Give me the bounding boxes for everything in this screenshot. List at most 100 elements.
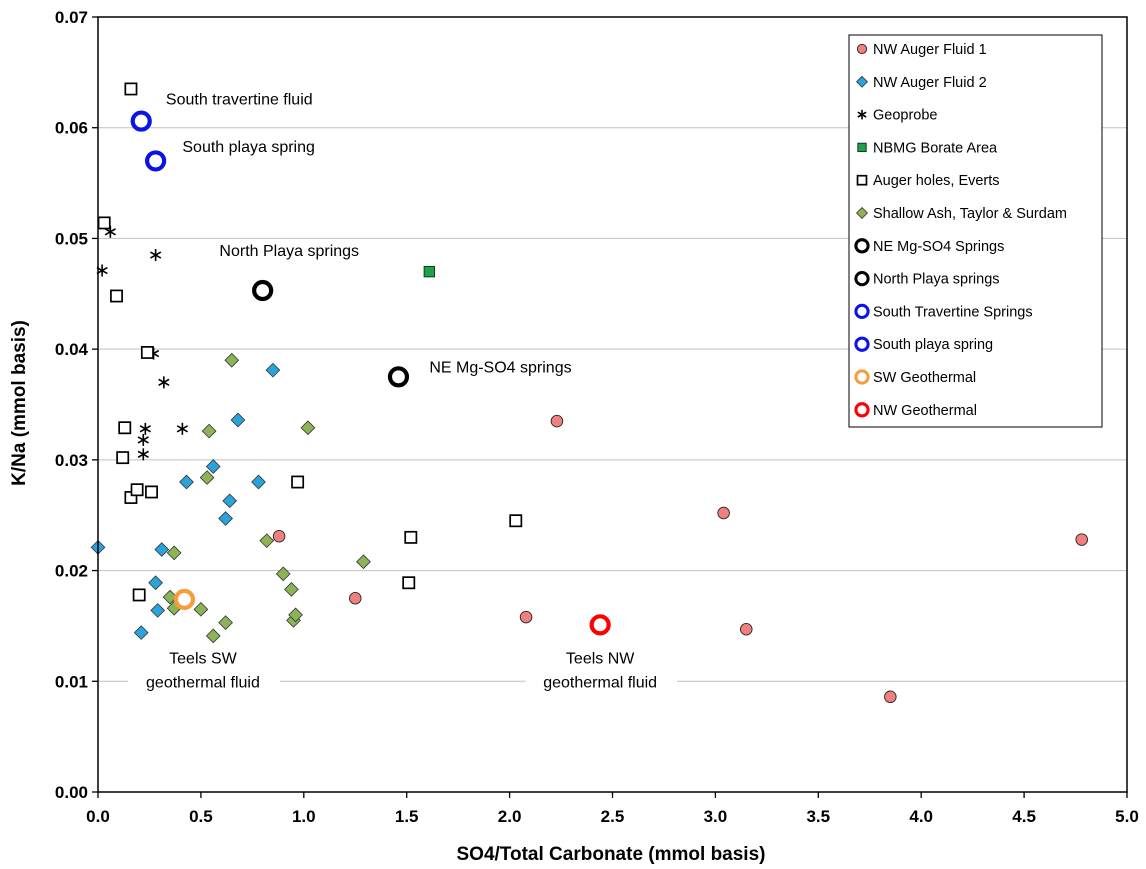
data-point [272,530,286,543]
annotation: South travertine fluid [157,88,362,111]
data-point [230,412,246,428]
legend: NW Auger Fluid 1 NW Auger Fluid 2 Geoprobe… [848,34,1103,428]
data-point [97,216,111,230]
series-shallow-ash-taylor-surdam [162,352,371,644]
data-point [150,249,162,262]
series-nw-auger-fluid-2 [90,362,281,640]
data-point [259,533,275,549]
data-point [154,542,170,557]
annotation-background [211,240,389,263]
legend-marker [857,109,867,120]
legend-marker [854,402,870,418]
data-point [132,588,146,602]
annotation: North Playa springs [211,240,389,263]
x-tick-label: 2.0 [498,807,522,826]
data-point [158,376,170,389]
asterisk-stroke [176,425,188,433]
legend-marker [854,336,870,352]
annotation-text: NE Mg-SO4 springs [429,359,571,376]
series-south-travertine-springs [130,110,152,132]
data-point [291,475,305,489]
annotation-background [162,647,246,670]
data-point [222,493,238,509]
data-point [349,592,362,605]
legend-marker [854,238,870,254]
legend-label: Geoprobe [873,108,938,124]
data-point [284,582,299,597]
data-point [176,422,188,435]
series-south-playa-spring [145,150,167,172]
x-tick-label: 2.5 [601,807,625,826]
legend-label: SW Geothermal [873,370,976,386]
data-point [148,575,163,591]
annotation-text: Teels NW [566,651,635,668]
data-point [179,474,194,490]
legend-label: Auger holes, Everts [873,173,1000,189]
annotations: South travertine fluid South playa spring… [128,88,677,694]
annotation-text: geothermal fluid [543,675,657,692]
legend-label: NBMG Borate Area [873,140,998,156]
data-point [199,470,215,485]
data-points [90,82,1088,704]
legend-marker [857,142,867,153]
data-point [116,451,130,465]
y-tick-label: 0.00 [55,783,88,802]
annotation-background [559,647,643,670]
x-tick-label: 5.0 [1115,807,1139,826]
y-tick-label: 0.06 [55,119,88,138]
series-ne-mg-so4-springs [387,366,410,388]
series-north-playa-springs [252,279,274,302]
asterisk-stroke [137,436,149,444]
legend-marker [856,43,868,55]
y-tick-label: 0.01 [55,672,88,691]
data-point [130,110,152,132]
legend-marker [854,303,870,320]
series-auger-holes-everts [97,82,523,602]
asterisk-stroke [137,450,149,459]
series-nbmg-borate-area [423,265,436,278]
data-point [110,289,123,303]
data-point [509,514,523,528]
data-point [251,474,266,490]
data-point [218,615,233,630]
y-tick-label: 0.07 [55,8,88,27]
data-point [137,448,149,461]
data-point [288,607,303,623]
annotation-background [421,356,582,379]
x-tick-label: 3.0 [704,807,728,826]
y-tick-label: 0.02 [55,562,88,581]
y-tick-label: 0.03 [55,451,88,470]
data-point [205,459,221,474]
data-point [884,690,897,704]
annotation-text: geothermal fluid [146,675,260,692]
data-point [145,485,158,499]
data-point [130,483,144,497]
annotation-text: South playa spring [182,139,315,156]
data-point [173,588,196,610]
data-point [356,554,371,570]
asterisk-stroke [150,251,162,259]
legend-label: South playa spring [873,337,993,353]
x-tick-label: 0.0 [86,807,110,826]
data-point [224,352,240,368]
data-point [300,420,316,436]
annotation: Teels SW geothermal fluid [128,647,280,694]
data-point [145,150,167,172]
legend-label: North Playa springs [873,272,1000,288]
data-point [717,506,730,520]
legend-box [848,34,1103,428]
data-point [387,366,410,388]
asterisk-stroke [139,425,151,433]
annotation-background [525,671,677,694]
legend-marker [854,270,870,287]
legend-label: NE Mg-SO4 Springs [873,239,1004,255]
annotation-text: Teels SW [169,651,237,668]
annotation: South playa spring [174,136,344,159]
data-point [265,362,281,378]
asterisk-stroke [104,228,116,236]
data-point [1075,533,1088,546]
annotation-background [157,88,362,111]
data-point [589,614,611,636]
data-point [275,566,291,582]
